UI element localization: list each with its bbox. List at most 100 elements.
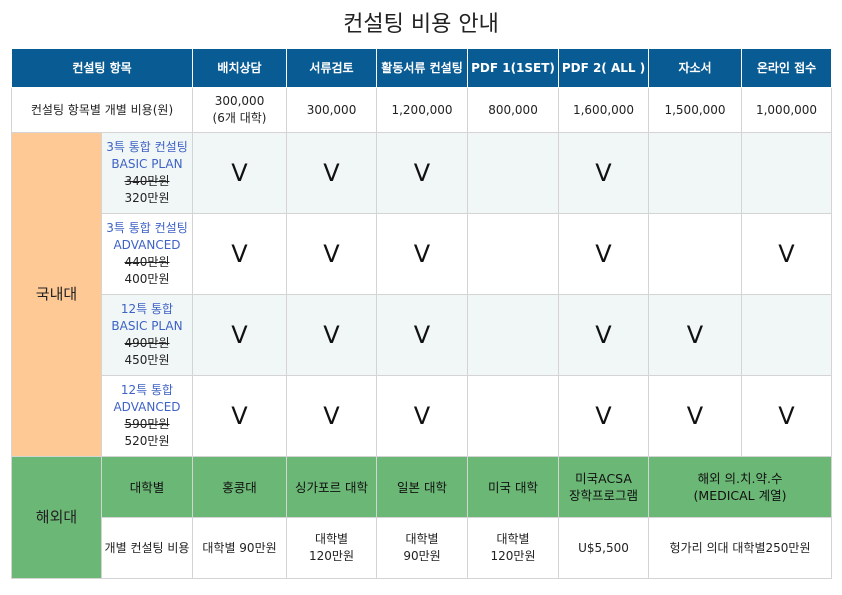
plan-title: 12특 통합 (120, 383, 174, 397)
overseas-university-line: 해외 의.치.약.수 (697, 471, 783, 486)
plan-mark (467, 375, 560, 457)
overseas-university-line: (MEDICAL 계열) (693, 488, 787, 503)
overseas-cost-row: 개별 컨설팅 비용 대학별 90만원 대학별 120만원 대학별 90만원 대학… (12, 517, 833, 579)
cost-cell: 1,500,000 (648, 87, 743, 133)
overseas-header-label: 대학별 (100, 456, 194, 518)
domestic-label: 국내대 (11, 132, 102, 457)
plan-old-price: 590만원 (124, 417, 170, 431)
overseas-cost-line: 대학별 (314, 532, 349, 546)
plan-mark: V (286, 294, 378, 376)
plan-row: 국내대 3특 통합 컨설팅 BASIC PLAN 340만원 320만원 V V… (11, 132, 833, 457)
cost-cell: 1,200,000 (376, 87, 469, 133)
plan-name: 12특 통합 BASIC PLAN 490만원 450만원 (100, 294, 194, 376)
overseas-cost-line: 90만원 (403, 549, 441, 563)
plan-mark: V (558, 294, 650, 376)
overseas-cost-line: 120만원 (490, 549, 536, 563)
cost-value: 300,000 (214, 94, 265, 108)
plan-old-price: 340만원 (124, 174, 170, 188)
plan-name: 3특 통합 컨설팅 BASIC PLAN 340만원 320만원 (100, 132, 194, 214)
plan-row: 12특 통합 ADVANCED 590만원 520만원 V V V V V V (12, 375, 833, 457)
plan-row: 3특 통합 컨설팅 ADVANCED 440만원 400만원 V V V V V (12, 213, 833, 295)
cost-cell: 300,000 (286, 87, 378, 133)
overseas-cost: 대학별 120만원 (467, 517, 560, 579)
cost-note: (6개 대학) (212, 111, 267, 125)
plan-mark: V (192, 375, 288, 457)
overseas-university-line: 미국ACSA (575, 471, 632, 486)
plan-subtitle: BASIC PLAN (111, 319, 183, 333)
header-col: 활동서류 컨설팅 (376, 48, 469, 88)
plan-mark: V (286, 132, 378, 214)
header-col: PDF 2( ALL ) (558, 48, 650, 88)
cost-cell: 1,600,000 (558, 87, 650, 133)
plan-mark (648, 132, 743, 214)
overseas-cost: 헝가리 의대 대학별250만원 (648, 517, 833, 579)
plan-mark: V (376, 294, 469, 376)
overseas-university: 미국ACSA 장학프로그램 (558, 456, 650, 518)
plan-price: 450만원 (124, 353, 170, 367)
plan-mark: V (286, 213, 378, 295)
plan-price: 520만원 (124, 434, 170, 448)
header-col: 자소서 (648, 48, 743, 88)
overseas-cost-line: 대학별 (405, 532, 439, 546)
plan-mark (467, 132, 560, 214)
header-item: 컨설팅 항목 (10, 48, 194, 88)
plan-name: 12특 통합 ADVANCED 590만원 520만원 (100, 375, 194, 457)
overseas-university: 홍콩대 (192, 456, 288, 518)
plan-old-price: 440만원 (124, 255, 170, 269)
plan-mark: V (558, 375, 650, 457)
plan-mark: V (376, 213, 469, 295)
overseas-university: 미국 대학 (467, 456, 560, 518)
cost-row: 컨설팅 항목별 개별 비용(원) 300,000 (6개 대학) 300,000… (10, 87, 833, 133)
header-row: 컨설팅 항목 배치상담 서류검토 활동서류 컨설팅 PDF 1(1SET) PD… (10, 48, 833, 88)
plan-mark: V (376, 375, 469, 457)
plan-subtitle: ADVANCED (113, 400, 181, 414)
overseas-cost: 대학별 90만원 (192, 517, 288, 579)
plan-title: 3특 통합 컨설팅 (106, 140, 188, 154)
overseas-header-row: 해외대 대학별 홍콩대 싱가포르 대학 일본 대학 미국 대학 미국ACSA 장… (11, 456, 833, 579)
cost-cell: 1,000,000 (741, 87, 833, 133)
overseas-cost: U$5,500 (558, 517, 650, 579)
plan-mark: V (741, 213, 833, 295)
plan-mark (467, 213, 560, 295)
plan-mark: V (558, 213, 650, 295)
plan-price: 320만원 (124, 191, 170, 205)
plan-old-price: 490만원 (124, 336, 170, 350)
header-col: 온라인 접수 (741, 48, 833, 88)
fee-table: 컨설팅 항목 배치상담 서류검토 활동서류 컨설팅 PDF 1(1SET) PD… (10, 48, 833, 579)
plan-name: 3특 통합 컨설팅 ADVANCED 440만원 400만원 (100, 213, 194, 295)
overseas-university-line: 장학프로그램 (569, 488, 639, 503)
header-col: 배치상담 (192, 48, 288, 88)
plan-mark: V (741, 375, 833, 457)
overseas-university: 싱가포르 대학 (286, 456, 378, 518)
overseas-cost: 대학별 120만원 (286, 517, 378, 579)
overseas-cost-label: 개별 컨설팅 비용 (100, 517, 194, 579)
overseas-label: 해외대 (11, 456, 102, 579)
cost-cell: 300,000 (6개 대학) (192, 87, 288, 133)
page-title: 컨설팅 비용 안내 (343, 12, 499, 37)
plan-mark: V (558, 132, 650, 214)
plan-mark: V (376, 132, 469, 214)
plan-subtitle: BASIC PLAN (111, 157, 183, 171)
cost-cell: 800,000 (467, 87, 560, 133)
overseas-university: 해외 의.치.약.수 (MEDICAL 계열) (648, 456, 833, 518)
overseas-cost-line: 120만원 (309, 549, 355, 563)
plan-mark: V (192, 213, 288, 295)
plan-mark: V (648, 375, 743, 457)
plan-mark (648, 213, 743, 295)
plan-mark (467, 294, 560, 376)
plan-subtitle: ADVANCED (113, 238, 181, 252)
plan-title: 3특 통합 컨설팅 (106, 221, 188, 235)
plan-title: 12특 통합 (120, 302, 174, 316)
plan-mark: V (648, 294, 743, 376)
plan-mark (741, 294, 833, 376)
header-col: 서류검토 (286, 48, 378, 88)
plan-mark: V (192, 132, 288, 214)
plan-mark (741, 132, 833, 214)
overseas-university: 일본 대학 (376, 456, 469, 518)
overseas-cost-line: 대학별 (496, 532, 530, 546)
cost-label: 컨설팅 항목별 개별 비용(원) (10, 87, 194, 133)
overseas-cost: 대학별 90만원 (376, 517, 469, 579)
plan-mark: V (286, 375, 378, 457)
plan-mark: V (192, 294, 288, 376)
plan-row: 12특 통합 BASIC PLAN 490만원 450만원 V V V V V (12, 294, 833, 376)
